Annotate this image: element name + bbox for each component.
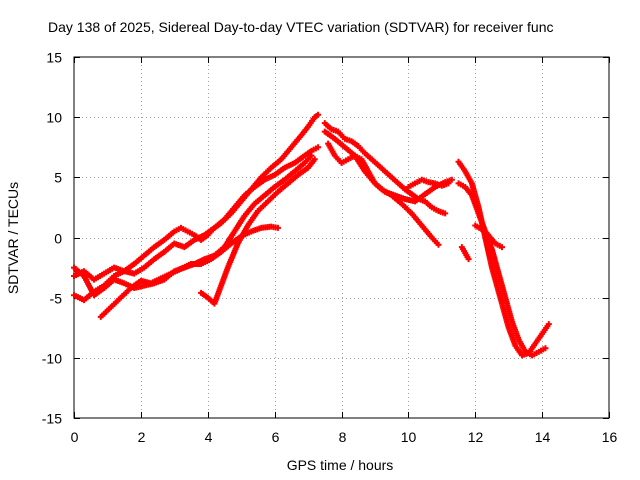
x-tick-label: 12 bbox=[468, 429, 484, 445]
data-point bbox=[311, 156, 318, 163]
series-track-13 bbox=[472, 222, 505, 251]
data-point bbox=[435, 241, 442, 248]
y-tick-label: 15 bbox=[46, 50, 62, 66]
y-tick-label: -5 bbox=[50, 291, 63, 307]
data-point bbox=[315, 111, 322, 118]
data-point bbox=[542, 345, 549, 352]
data-point bbox=[499, 244, 505, 251]
data-point bbox=[308, 152, 315, 159]
data-point bbox=[274, 224, 281, 231]
x-tick-label: 0 bbox=[71, 429, 79, 445]
data-point bbox=[465, 256, 472, 263]
y-tick-label: -10 bbox=[42, 351, 62, 367]
x-tick-label: 10 bbox=[401, 429, 417, 445]
x-tick-label: 6 bbox=[272, 429, 280, 445]
series-track-5 bbox=[198, 156, 318, 307]
y-tick-label: 10 bbox=[46, 110, 62, 126]
series-track-4 bbox=[97, 223, 281, 320]
x-tick-label: 16 bbox=[602, 429, 618, 445]
x-tick-label: 2 bbox=[138, 429, 146, 445]
y-tick-label: 5 bbox=[54, 170, 62, 186]
plot-frame bbox=[73, 56, 610, 419]
series-track-9 bbox=[405, 176, 452, 190]
x-tick-label: 4 bbox=[205, 429, 213, 445]
x-axis-label: GPS time / hours bbox=[287, 457, 394, 473]
y-tick-label: 0 bbox=[54, 231, 62, 247]
series-track-12 bbox=[458, 244, 472, 263]
series-track-2 bbox=[71, 144, 322, 304]
chart-title: Day 138 of 2025, Sidereal Day-to-day VTE… bbox=[48, 19, 554, 35]
data-point bbox=[445, 180, 452, 187]
x-axis: 0 2 4 6 8 10 12 14 16 bbox=[71, 57, 618, 445]
series-track-8 bbox=[325, 140, 442, 248]
grid bbox=[74, 57, 609, 418]
y-axis-label: SDTVAR / TECUs bbox=[5, 182, 21, 294]
data-point bbox=[448, 176, 455, 183]
data-point bbox=[315, 144, 322, 151]
series-track-6 bbox=[321, 120, 449, 217]
data-point bbox=[442, 210, 449, 217]
x-tick-label: 14 bbox=[535, 429, 551, 445]
data-points bbox=[71, 111, 552, 359]
y-axis: -15 -10 -5 0 5 10 15 bbox=[42, 50, 609, 427]
y-tick-label: -15 bbox=[42, 411, 62, 427]
x-tick-label: 8 bbox=[339, 429, 347, 445]
data-point bbox=[545, 321, 552, 328]
